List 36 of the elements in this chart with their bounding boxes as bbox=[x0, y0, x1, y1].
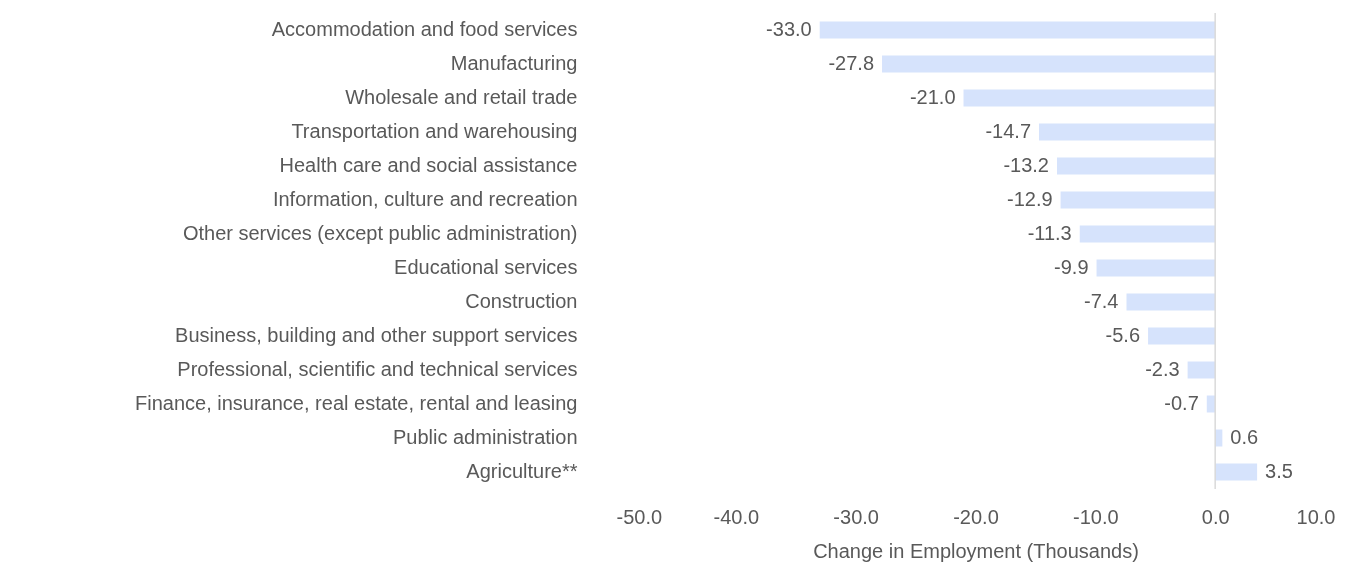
x-tick-label: -20.0 bbox=[953, 505, 999, 528]
data-label: -5.6 bbox=[1105, 324, 1141, 346]
y-tick-label: Manufacturing bbox=[450, 52, 578, 74]
y-tick-label: Finance, insurance, real estate, rental and leasing bbox=[135, 392, 578, 414]
x-tick-label: -30.0 bbox=[833, 505, 879, 528]
y-tick-label: Construction bbox=[465, 290, 578, 312]
x-tick-label: -40.0 bbox=[713, 505, 760, 528]
data-label: -27.8 bbox=[828, 52, 875, 74]
y-tick-label: Wholesale and retail trade bbox=[345, 86, 578, 108]
data-label: -21.0 bbox=[909, 86, 956, 108]
y-tick-label: Business, building and other support services bbox=[175, 324, 578, 346]
y-tick-label: Other services (except public administration) bbox=[182, 222, 578, 244]
data-label: -13.2 bbox=[1003, 154, 1049, 176]
data-label: -14.7 bbox=[985, 120, 1032, 142]
x-tick-label: 0.0 bbox=[1201, 505, 1230, 528]
data-label: -7.4 bbox=[1084, 290, 1119, 312]
data-label: 3.5 bbox=[1265, 460, 1293, 482]
data-label: 0.6 bbox=[1230, 426, 1259, 448]
y-tick-label: Accommodation and food services bbox=[271, 18, 578, 40]
y-tick-label: Public administration bbox=[392, 426, 578, 448]
y-tick-label: Transportation and warehousing bbox=[291, 120, 578, 142]
data-label: -11.3 bbox=[1027, 222, 1072, 244]
data-label: -9.9 bbox=[1054, 256, 1089, 278]
x-tick-label: -10.0 bbox=[1073, 505, 1119, 528]
y-tick-label: Agriculture** bbox=[466, 460, 578, 482]
x-tick-label: 10.0 bbox=[1296, 505, 1336, 528]
y-tick-label: Health care and social assistance bbox=[279, 154, 578, 176]
data-label: -2.3 bbox=[1145, 358, 1180, 380]
data-label: -33.0 bbox=[766, 18, 812, 40]
y-tick-label: Professional, scientific and technical services bbox=[177, 358, 578, 380]
data-label: -12.9 bbox=[1006, 188, 1053, 210]
data-label: -0.7 bbox=[1164, 392, 1199, 414]
y-tick-label: Educational services bbox=[394, 256, 578, 278]
x-axis-title: Change in Employment (Thousands) bbox=[813, 539, 1139, 562]
x-tick-label: -50.0 bbox=[616, 505, 663, 528]
y-tick-label: Information, culture and recreation bbox=[272, 188, 578, 210]
